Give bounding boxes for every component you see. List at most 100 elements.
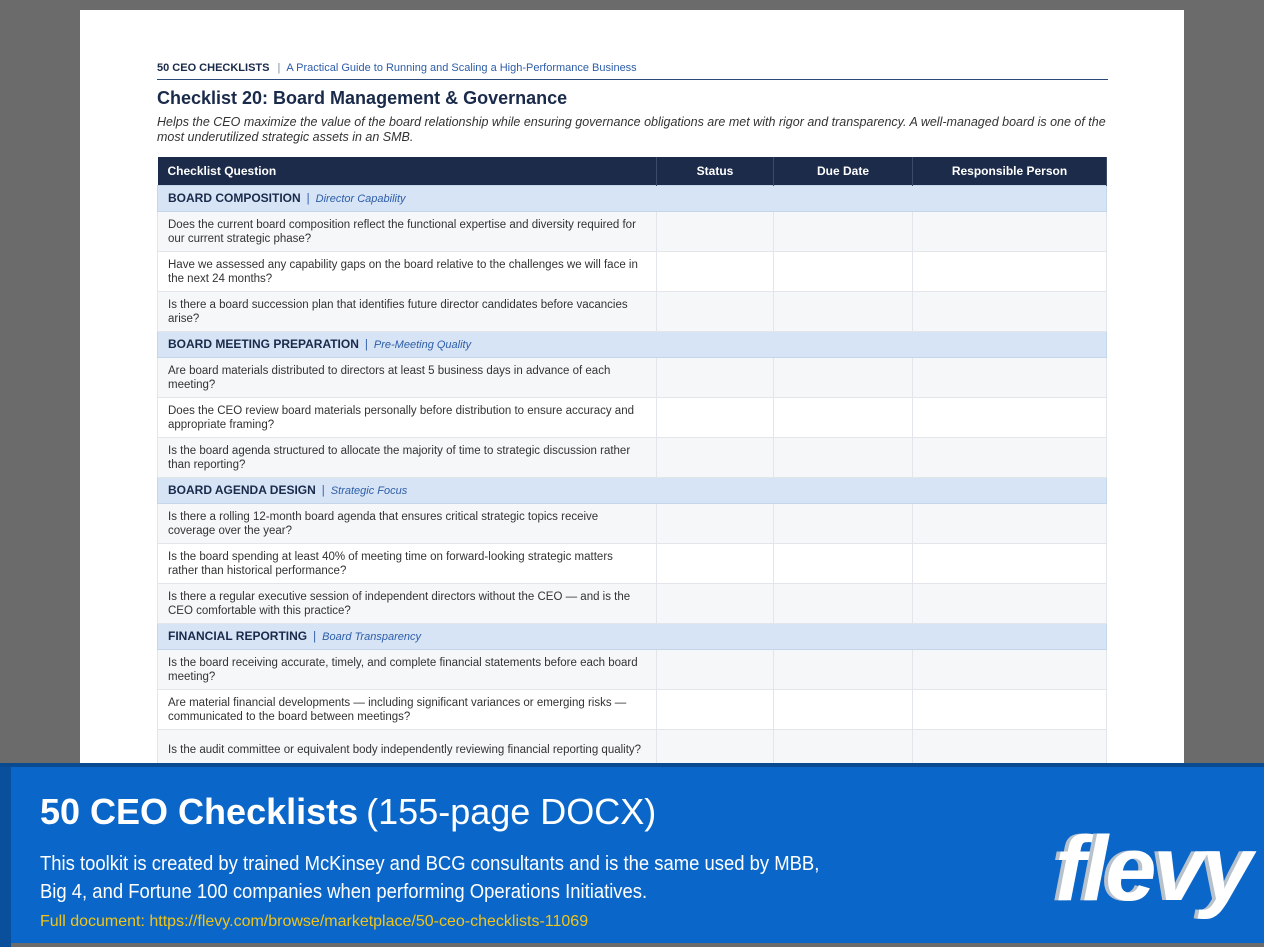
empty-cell (773, 729, 913, 763)
empty-cell (773, 583, 913, 624)
empty-cell (773, 251, 913, 292)
question: Does the current board composition refle… (157, 211, 657, 252)
separator: | (321, 485, 325, 497)
checklist-table: Checklist Question Status Due Date Responsi… (157, 157, 1107, 763)
promo-banner: 50 CEO Checklists (155-page DOCX) This to… (0, 763, 1264, 947)
banner-link[interactable]: Full document: https://flevy.com/browse/… (40, 913, 589, 930)
separator: | (364, 339, 368, 351)
empty-cell (656, 397, 774, 438)
empty-cell (912, 291, 1107, 332)
section-cell: FINANCIAL REPORTING | Board Transparency (157, 623, 1107, 650)
document-page: 50 CEO CHECKLISTS | A Practical Guide to R… (80, 10, 1184, 763)
section-name: BOARD AGENDA DESIGN (168, 483, 316, 497)
question: Have we assessed any capability gaps on … (157, 251, 657, 292)
banner-description: This toolkit is created by trained McKin… (40, 850, 819, 906)
empty-cell (773, 211, 913, 252)
logo: flevy (1055, 818, 1253, 920)
question: Is there a rolling 12-month board agenda… (157, 503, 657, 544)
question: Are material financial developments — in… (157, 689, 657, 730)
question-row: Is there a regular executive session of … (157, 583, 1107, 624)
question: Is there a board succession plan that id… (157, 291, 657, 332)
empty-cell (912, 689, 1107, 730)
empty-cell (773, 689, 913, 730)
empty-cell (773, 503, 913, 544)
brand: 50 CEO CHECKLISTS (157, 62, 270, 74)
empty-cell (656, 729, 774, 763)
empty-cell (773, 543, 913, 584)
description-line: Big 4, and Fortune 100 companies when pe… (40, 880, 648, 903)
empty-cell (656, 251, 774, 292)
empty-cell (773, 649, 913, 690)
question-row: Is the board receiving accurate, timely,… (157, 649, 1107, 690)
section-row: BOARD MEETING PREPARATION | Pre-Meeting Qu… (157, 331, 1107, 358)
section-subtitle: Board Transparency (322, 631, 421, 643)
section-subtitle: Strategic Focus (330, 485, 408, 497)
section-cell: BOARD MEETING PREPARATION | Pre-Meeting Qu… (157, 331, 1107, 358)
empty-cell (912, 397, 1107, 438)
question-row: Is the board agenda structured to alloca… (157, 437, 1107, 478)
column-header: Checklist Question (157, 157, 657, 186)
section-row: FINANCIAL REPORTING | Board Transparency (157, 623, 1107, 650)
question-row: Does the current board composition refle… (157, 211, 1107, 252)
question-row: Are material financial developments — in… (157, 689, 1107, 730)
product-format: (155-page DOCX) (366, 791, 657, 832)
empty-cell (773, 291, 913, 332)
section-name: BOARD COMPOSITION (168, 191, 301, 205)
product-name: 50 CEO Checklists (40, 791, 359, 832)
separator: | (306, 193, 310, 205)
empty-cell (912, 211, 1107, 252)
question: Is the board agenda structured to alloca… (157, 437, 657, 478)
banner-title: 50 CEO Checklists (155-page DOCX) (40, 791, 656, 833)
empty-cell (656, 583, 774, 624)
table-body: BOARD COMPOSITION | Director Capability Doe… (157, 185, 1107, 763)
empty-cell (912, 543, 1107, 584)
header-subtitle: A Practical Guide to Running and Scaling… (286, 62, 637, 74)
empty-cell (912, 729, 1107, 763)
separator: | (313, 631, 317, 643)
empty-cell (912, 437, 1107, 478)
empty-cell (912, 357, 1107, 398)
empty-cell (656, 649, 774, 690)
description: Helps the CEO maximize the value of the … (157, 115, 1106, 144)
section-name: FINANCIAL REPORTING (168, 629, 308, 643)
empty-cell (656, 357, 774, 398)
separator: | (277, 62, 281, 74)
description-line: This toolkit is created by trained McKin… (40, 852, 820, 875)
empty-cell (656, 437, 774, 478)
empty-cell (656, 503, 774, 544)
question: Is there a regular executive session of … (157, 583, 657, 624)
question: Is the board spending at least 40% of me… (157, 543, 657, 584)
running-header: 50 CEO CHECKLISTS | A Practical Guide to R… (157, 62, 1108, 80)
column-header: Due Date (773, 157, 913, 186)
section-subtitle: Director Capability (315, 193, 406, 205)
section-name: BOARD MEETING PREPARATION (168, 337, 359, 351)
empty-cell (912, 251, 1107, 292)
section-row: BOARD AGENDA DESIGN | Strategic Focus (157, 477, 1107, 504)
question-row: Is there a rolling 12-month board agenda… (157, 503, 1107, 544)
question-row: Is the audit committee or equivalent bod… (157, 729, 1107, 763)
empty-cell (656, 211, 774, 252)
question: Is the audit committee or equivalent bod… (157, 729, 657, 763)
section-cell: BOARD COMPOSITION | Director Capability (157, 185, 1107, 212)
question: Is the board receiving accurate, timely,… (157, 649, 657, 690)
section-cell: BOARD AGENDA DESIGN | Strategic Focus (157, 477, 1107, 504)
empty-cell (773, 437, 913, 478)
question-row: Are board materials distributed to direc… (157, 357, 1107, 398)
column-header: Status (656, 157, 774, 186)
question: Does the CEO review board materials pers… (157, 397, 657, 438)
empty-cell (912, 583, 1107, 624)
empty-cell (656, 543, 774, 584)
question-row: Is there a board succession plan that id… (157, 291, 1107, 332)
empty-cell (912, 649, 1107, 690)
section-row: BOARD COMPOSITION | Director Capability (157, 185, 1107, 212)
section-subtitle: Pre-Meeting Quality (373, 339, 472, 351)
stripe (0, 767, 11, 947)
empty-cell (912, 503, 1107, 544)
question-row: Is the board spending at least 40% of me… (157, 543, 1107, 584)
empty-cell (773, 397, 913, 438)
checklist-title: Checklist 20: Board Management & Governa… (157, 88, 568, 108)
empty-cell (773, 357, 913, 398)
header-row: Checklist Question Status Due Date Responsi… (157, 157, 1107, 186)
question-row: Have we assessed any capability gaps on … (157, 251, 1107, 292)
